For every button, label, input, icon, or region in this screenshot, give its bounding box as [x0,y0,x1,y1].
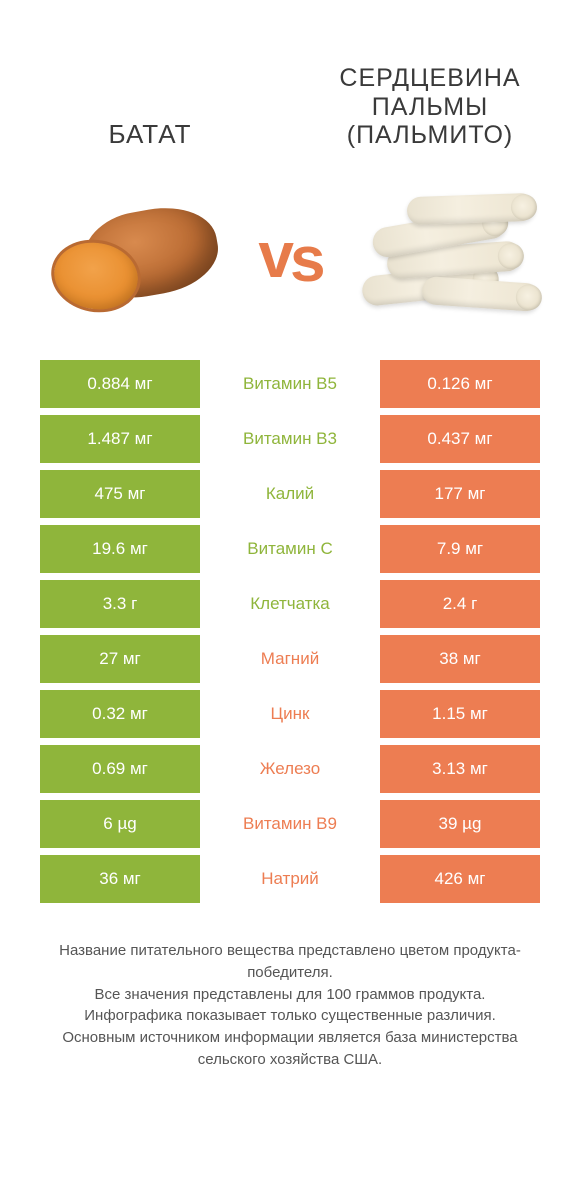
footnote-line: Все значения представлены для 100 граммо… [40,984,540,1006]
left-value-cell: 36 мг [40,855,200,903]
table-row: 475 мгКалий177 мг [40,470,540,518]
footnote-line: Основным источником информации является … [40,1027,540,1071]
left-value-cell: 6 µg [40,800,200,848]
left-value-cell: 27 мг [40,635,200,683]
table-row: 1.487 мгВитамин B30.437 мг [40,415,540,463]
nutrient-name-cell: Железо [200,745,380,793]
nutrient-name-cell: Витамин C [200,525,380,573]
left-product-image [33,175,233,335]
footnote-line: Название питательного вещества представл… [40,940,540,984]
table-row: 3.3 гКлетчатка2.4 г [40,580,540,628]
nutrient-name-cell: Магний [200,635,380,683]
table-row: 19.6 мгВитамин C7.9 мг [40,525,540,573]
right-value-cell: 39 µg [380,800,540,848]
right-value-cell: 2.4 г [380,580,540,628]
footnote: Название питательного вещества представл… [0,910,580,1071]
right-value-cell: 3.13 мг [380,745,540,793]
right-value-cell: 177 мг [380,470,540,518]
table-row: 0.32 мгЦинк1.15 мг [40,690,540,738]
right-value-cell: 7.9 мг [380,525,540,573]
left-value-cell: 0.32 мг [40,690,200,738]
left-value-cell: 1.487 мг [40,415,200,463]
nutrient-name-cell: Калий [200,470,380,518]
left-value-cell: 0.69 мг [40,745,200,793]
right-product-image [347,175,547,335]
vs-label: vs [258,218,321,292]
images-row: vs [0,160,580,350]
sweet-potato-illustration [43,190,223,320]
nutrient-name-cell: Витамин B9 [200,800,380,848]
nutrient-name-cell: Витамин B5 [200,360,380,408]
palmito-illustration [352,180,542,330]
nutrient-name-cell: Клетчатка [200,580,380,628]
footnote-line: Инфографика показывает только существенн… [40,1005,540,1027]
right-value-cell: 1.15 мг [380,690,540,738]
left-product-title: БАТАТ [10,120,290,150]
left-value-cell: 3.3 г [40,580,200,628]
right-value-cell: 38 мг [380,635,540,683]
table-row: 0.69 мгЖелезо3.13 мг [40,745,540,793]
left-value-cell: 475 мг [40,470,200,518]
right-value-cell: 0.437 мг [380,415,540,463]
left-value-cell: 19.6 мг [40,525,200,573]
table-row: 27 мгМагний38 мг [40,635,540,683]
nutrient-name-cell: Цинк [200,690,380,738]
table-row: 6 µgВитамин B939 µg [40,800,540,848]
nutrient-name-cell: Натрий [200,855,380,903]
right-product-title: СЕРДЦЕВИНА ПАЛЬМЫ (ПАЛЬМИТО) [290,64,570,150]
right-value-cell: 0.126 мг [380,360,540,408]
nutrient-name-cell: Витамин B3 [200,415,380,463]
left-value-cell: 0.884 мг [40,360,200,408]
table-row: 36 мгНатрий426 мг [40,855,540,903]
nutrient-comparison-table: 0.884 мгВитамин B50.126 мг1.487 мгВитами… [0,350,580,903]
right-value-cell: 426 мг [380,855,540,903]
header: БАТАТ СЕРДЦЕВИНА ПАЛЬМЫ (ПАЛЬМИТО) [0,0,580,160]
table-row: 0.884 мгВитамин B50.126 мг [40,360,540,408]
